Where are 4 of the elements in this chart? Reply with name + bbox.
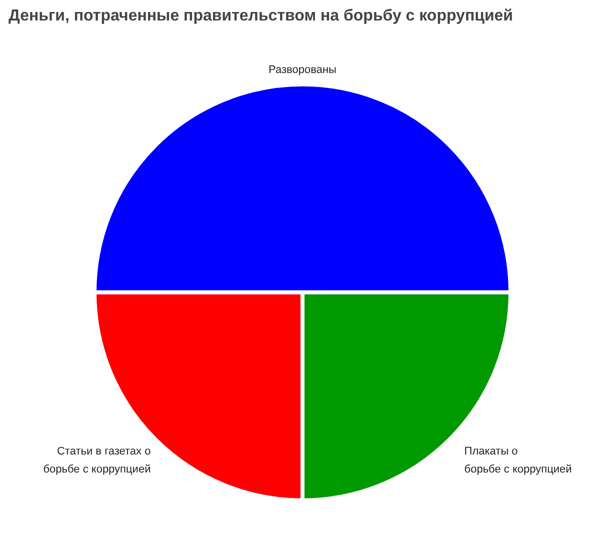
slice-label: Статьи в газетах о борьбе с коррупцией: [43, 445, 151, 476]
slice-label: Плакаты о борьбе с коррупцией: [464, 445, 572, 476]
chart-title: Деньги, потраченные правительством на борьбу с коррупцией: [8, 8, 514, 24]
slice-label: Разворованы: [268, 64, 337, 76]
